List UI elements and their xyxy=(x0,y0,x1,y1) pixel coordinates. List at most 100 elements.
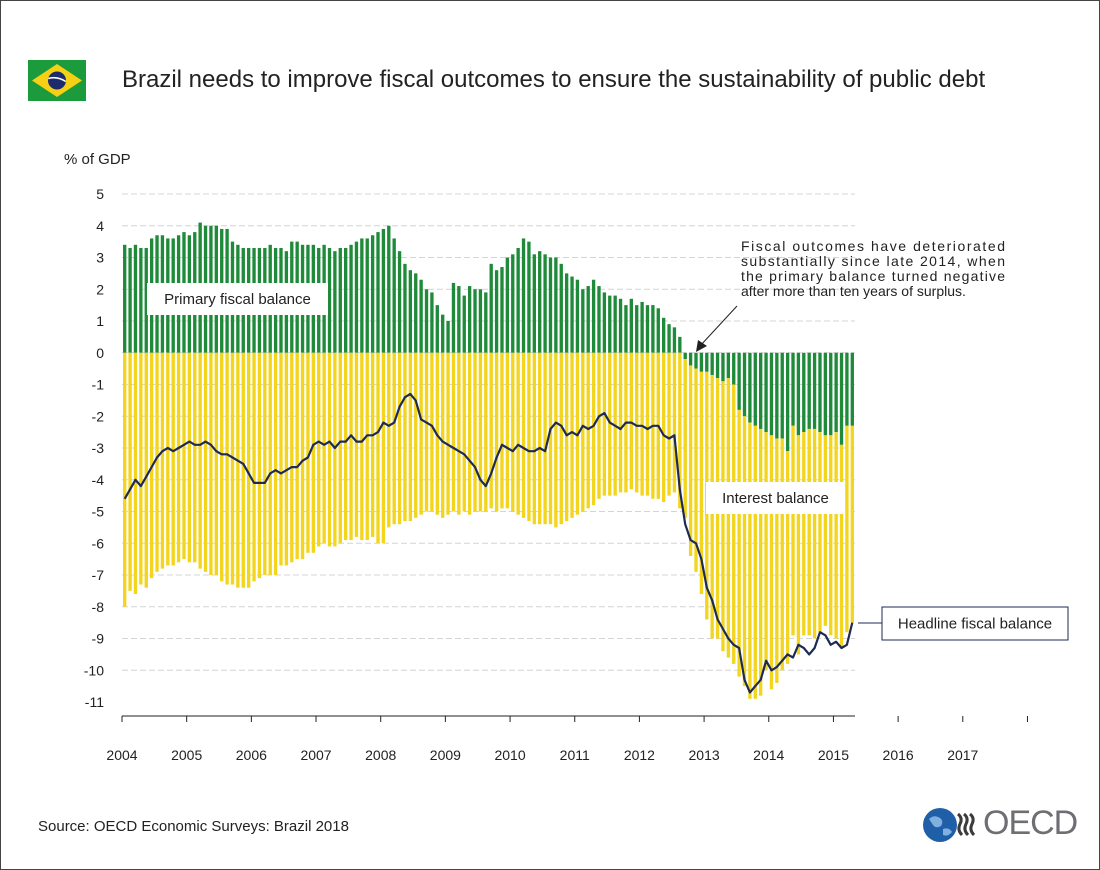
x-tick-label: 2016 xyxy=(883,747,914,763)
primary-balance-bar xyxy=(446,321,450,353)
interest-balance-bar xyxy=(311,352,316,553)
interest-balance-bar xyxy=(629,352,633,490)
interest-balance-bar xyxy=(257,352,262,579)
primary-balance-bar xyxy=(435,305,439,353)
interest-balance-bar xyxy=(133,352,138,595)
y-tick-label: 3 xyxy=(96,250,104,266)
interest-balance-bar xyxy=(559,352,563,525)
primary-balance-bar xyxy=(123,244,127,353)
primary-balance-bar xyxy=(521,238,526,353)
interest-balance-bar xyxy=(451,352,456,512)
primary-balance-bar xyxy=(829,352,833,436)
interest-balance-bar xyxy=(683,359,687,518)
interest-balance-bar xyxy=(608,352,612,496)
primary-balance-bar xyxy=(381,228,386,353)
primary-balance-bar xyxy=(451,282,456,353)
primary-balance-bar xyxy=(333,251,337,353)
interest-balance-bar xyxy=(349,352,353,541)
y-tick-label: -8 xyxy=(92,599,105,615)
primary-balance-bar xyxy=(710,352,714,375)
interest-balance-bar xyxy=(128,352,132,591)
interest-balance-bar xyxy=(597,352,601,499)
interest-balance-bar xyxy=(721,381,725,652)
primary-balance-bar xyxy=(586,286,590,353)
primary-balance-bar xyxy=(462,295,466,353)
primary-balance-bar xyxy=(672,327,677,353)
interest-balance-bar xyxy=(742,416,747,687)
interest-balance-bar xyxy=(360,352,364,541)
primary-balance-bar xyxy=(338,247,342,353)
interest-balance-bar xyxy=(354,352,359,537)
y-tick-label: 1 xyxy=(96,313,104,329)
primary-balance-bar xyxy=(721,352,725,382)
primary-balance-bar xyxy=(430,292,434,353)
interest-balance-bar xyxy=(338,352,342,544)
y-tick-label: -3 xyxy=(92,440,105,456)
interest-balance-bar xyxy=(306,352,310,553)
interest-balance-bar xyxy=(344,352,348,541)
interest-balance-bar xyxy=(484,352,488,512)
interest-balance-bar xyxy=(478,352,483,512)
y-tick-label: -6 xyxy=(92,535,105,551)
primary-balance-bar xyxy=(591,279,596,353)
interest-balance-bar xyxy=(500,352,504,509)
interest-balance-bar xyxy=(457,352,461,515)
primary-balance-bar xyxy=(527,241,531,353)
primary-balance-bar xyxy=(834,352,838,433)
brazil-flag-icon xyxy=(28,60,86,101)
primary-balance-bar xyxy=(640,301,644,353)
interest-balance-bar xyxy=(241,352,245,588)
x-tick-label: 2014 xyxy=(753,747,784,763)
interest-balance-bar xyxy=(441,352,445,518)
primary-balance-bar xyxy=(500,267,504,353)
primary-balance-bar xyxy=(473,289,477,353)
interest-balance-bar xyxy=(182,352,186,560)
interest-balance-bar xyxy=(586,352,590,509)
interest-balance-bar xyxy=(527,352,531,522)
interest-balance-bar xyxy=(430,352,434,512)
interest-balance-bar xyxy=(850,425,854,623)
interest-balance-bar xyxy=(694,368,698,572)
primary-balance-bar xyxy=(494,270,499,353)
primary-balance-bar xyxy=(780,352,784,439)
oecd-logo-text: OECD xyxy=(983,804,1078,842)
primary-balance-bar xyxy=(678,336,682,353)
interest-balance-bar xyxy=(769,435,774,690)
y-tick-label: 5 xyxy=(96,186,104,202)
interest-balance-bar xyxy=(678,352,682,509)
interest-balance-bar xyxy=(591,352,596,506)
interest-balance-bar xyxy=(554,352,558,528)
interest-balance-bar xyxy=(462,352,466,512)
primary-balance-bar xyxy=(769,352,774,436)
primary-balance-bar xyxy=(467,286,472,353)
primary-balance-label: Primary fiscal balance xyxy=(164,291,311,308)
x-tick-label: 2006 xyxy=(236,747,267,763)
interest-balance-bar xyxy=(290,352,294,563)
interest-balance-bar xyxy=(160,352,165,569)
interest-balance-bar xyxy=(246,352,251,588)
primary-balance-bar xyxy=(570,276,574,353)
primary-balance-bar xyxy=(484,292,488,353)
interest-balance-bar xyxy=(748,422,752,699)
interest-balance-bar xyxy=(144,352,148,588)
primary-balance-bar xyxy=(667,324,671,353)
interest-balance-bar xyxy=(198,352,202,569)
primary-balance-bar xyxy=(128,247,132,353)
primary-balance-bar xyxy=(839,352,844,445)
interest-balance-bar xyxy=(370,352,375,537)
oecd-globe-icon xyxy=(923,808,976,842)
primary-balance-bar xyxy=(408,270,413,353)
interest-balance-bar xyxy=(807,428,811,636)
interest-balance-bar xyxy=(618,352,623,493)
primary-balance-bar xyxy=(645,305,650,353)
y-tick-label: -4 xyxy=(92,472,105,488)
chart-plot: 5 4 3 2 1 0 -1 -2 -3 -4 -5 -6 -7 -8 -9 -10 -11 % of GDP 20… xyxy=(64,151,1069,763)
primary-balance-bar xyxy=(424,289,429,353)
primary-balance-bar xyxy=(764,352,768,433)
interest-balance-bar xyxy=(570,352,574,518)
interest-balance-bar xyxy=(473,352,477,512)
interest-balance-bar xyxy=(521,352,526,518)
primary-balance-bar xyxy=(414,273,418,353)
interest-balance-bar xyxy=(759,428,763,696)
primary-balance-bar xyxy=(419,279,423,353)
